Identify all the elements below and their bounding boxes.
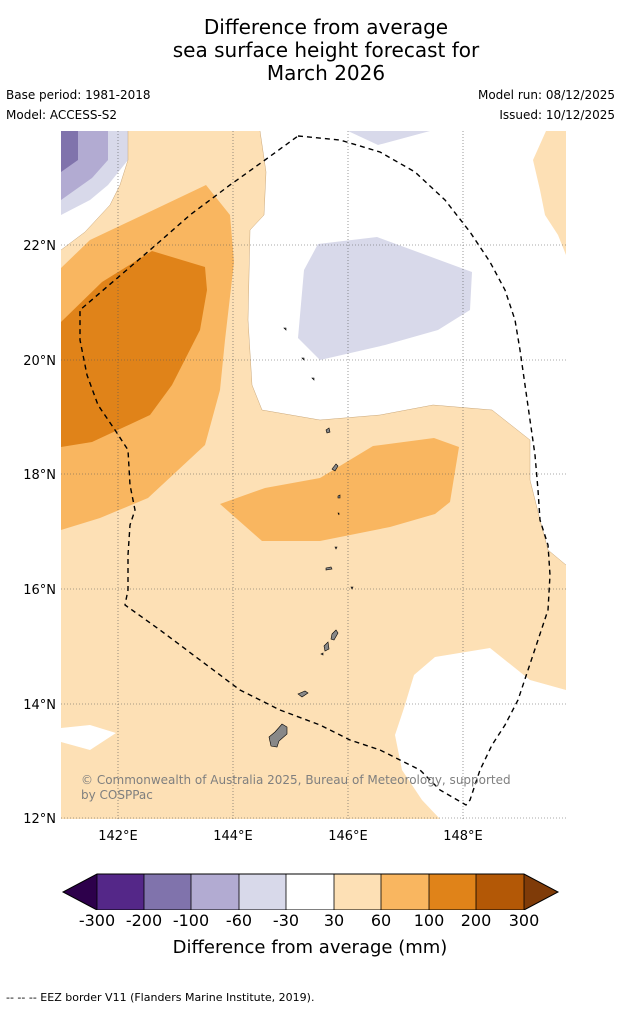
colorbar-label: -200 [125,911,163,930]
colorbar-label: -300 [78,911,116,930]
copyright: © Commonwealth of Australia 2025, Bureau… [81,773,511,802]
island-aguijan [320,652,324,656]
island-asuncion [311,377,315,381]
map: 22°N 20°N 18°N 16°N 14°N 12°N 142°E 144°… [23,131,566,844]
title-line-2: sea surface height forecast for [172,38,480,62]
colorbar-label: -60 [225,911,253,930]
near-average-region-southwest [61,725,116,750]
colorbar-swatch [429,874,476,910]
colorbar-swatch [381,874,429,910]
lon-label: 142°E [98,829,138,844]
island-pagan [331,463,339,472]
lon-label: 148°E [443,829,483,844]
island-agrihan [325,427,331,434]
colorbar-swatch [334,874,381,910]
eez-legend: -- -- -- EEZ border V11 (Flanders Marine… [6,991,315,1004]
colorbar-label: 60 [370,911,392,930]
island-anatahan [325,566,333,571]
base-period: Base period: 1981-2018 [6,88,151,102]
colorbar-swatch [476,874,524,910]
lon-labels: 142°E 144°E 146°E 148°E [98,829,483,844]
island-rota [297,690,309,698]
title-line-3: March 2026 [266,61,386,85]
island-guguan [337,512,340,516]
issued-date: Issued: 10/12/2025 [499,108,615,122]
island-maug [301,357,305,361]
band-neg30-neg60-north [348,131,430,145]
island-sarigan [334,546,338,550]
lat-label: 14°N [23,698,56,713]
band-60-100-central [220,438,459,541]
colorbar-swatch [97,874,144,910]
copyright-line-1: © Commonwealth of Australia 2025, Bureau… [81,773,511,787]
colorbar-swatch [191,874,239,910]
colorbar-title: Difference from average (mm) [172,937,448,958]
colorbar-label: 100 [413,911,445,930]
model-run: Model run: 08/12/2025 [477,88,615,102]
lat-label: 22°N [23,239,56,254]
colorbar-dividers [96,874,525,910]
title-line-1: Difference from average [203,15,449,39]
island-anatahan-south [350,586,354,590]
band-neg30-neg60-central [298,237,472,360]
colorbar-extend-low [63,874,97,910]
island-tinian [323,641,330,652]
lat-label: 18°N [23,468,56,483]
lat-labels: 22°N 20°N 18°N 16°N 14°N 12°N [23,239,56,827]
contour-edge-north [61,131,129,251]
colorbar [61,873,560,910]
contour-edge-east [247,131,566,566]
copyright-line-2: by COSPPac [81,788,153,802]
band-neg100-neg200-topleft [61,131,78,172]
lat-label: 16°N [23,583,56,598]
colorbar-label: -100 [172,911,210,930]
near-average-region-southeast [395,648,566,819]
lat-label: 20°N [23,354,56,369]
colorbar-extend-high [524,874,558,910]
chart-title: Difference from average sea surface heig… [0,16,621,85]
lon-label: 144°E [213,829,253,844]
colorbar-label: 30 [323,911,345,930]
gridlines [61,131,566,819]
colorbar-label: -30 [272,911,300,930]
model-name: Model: ACCESS-S2 [6,108,118,122]
eez-border [79,135,551,806]
island-guam [268,723,288,748]
island-farallon [283,327,287,331]
band-100-200-west [61,251,207,447]
contour-edges [61,131,566,566]
lat-label: 12°N [23,812,56,827]
island-alamagan [337,494,341,499]
islands [268,327,354,748]
colorbar-label: 300 [508,911,540,930]
colorbar-label: 200 [460,911,492,930]
map-contours [61,131,566,819]
island-saipan [330,629,339,641]
lon-label: 146°E [328,829,368,844]
colorbar-swatch [286,874,334,910]
colorbar-swatch [144,874,191,910]
colorbar-swatch [239,874,286,910]
